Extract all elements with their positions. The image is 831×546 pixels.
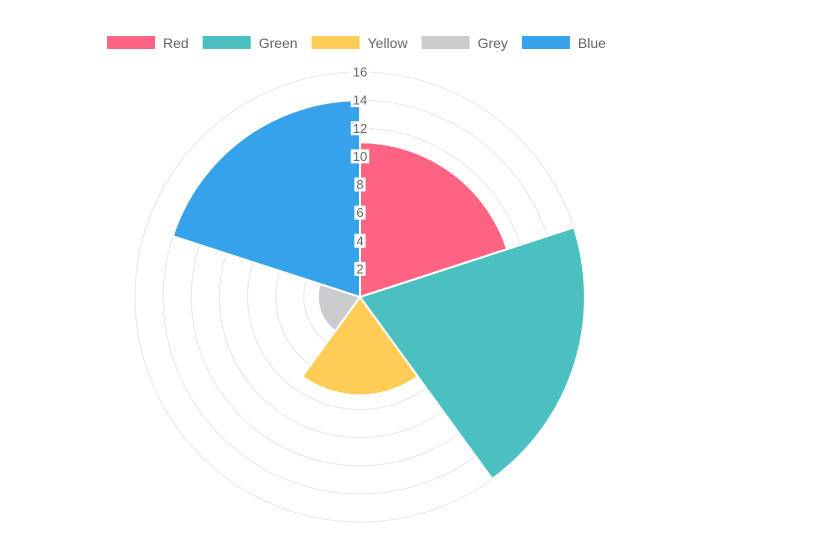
radial-tick-labels: 2 4 6 8 10 12 14 16 [350,65,370,276]
legend-label-green: Green [259,35,298,51]
slice-grey[interactable] [316,282,362,333]
slice-blue[interactable] [171,99,361,299]
svg-text:12: 12 [353,121,367,136]
svg-text:8: 8 [356,177,363,192]
legend-item-yellow[interactable]: Yellow [311,35,409,51]
legend-item-green[interactable]: Green [202,35,298,51]
tick-label-2: 2 [354,261,366,276]
tick-label-10: 10 [350,149,370,164]
legend-swatch-red [107,36,155,49]
slice-red[interactable] [359,141,509,299]
slice-green[interactable] [358,226,586,481]
slice-yellow[interactable] [300,295,420,397]
legend-swatch-yellow [311,36,360,49]
legend-item-grey[interactable]: Grey [421,35,508,51]
legend-swatch-blue [521,36,570,49]
chart-legend: Red Green Yellow Grey Blue [107,35,606,51]
svg-text:16: 16 [353,65,367,80]
legend-item-red[interactable]: Red [107,35,189,51]
tick-label-16: 16 [350,65,370,80]
tick-label-backdrop [354,177,366,192]
tick-label-backdrop [350,149,370,164]
legend-label-yellow: Yellow [368,35,409,51]
polar-slices [171,99,586,481]
tick-label-backdrop [350,65,370,79]
svg-text:4: 4 [356,233,363,248]
tick-label-8: 8 [354,177,366,192]
svg-text:10: 10 [353,149,367,164]
tick-label-4: 4 [354,233,366,248]
tick-label-6: 6 [354,205,366,220]
legend-swatch-grey [421,36,470,49]
tick-label-backdrop [350,93,370,108]
tick-label-backdrop [354,233,366,248]
tick-label-12: 12 [350,121,370,136]
legend-label-red: Red [163,35,189,51]
svg-text:2: 2 [356,261,363,276]
svg-text:6: 6 [356,205,363,220]
legend-item-blue[interactable]: Blue [521,35,606,51]
legend-label-blue: Blue [578,35,606,51]
tick-label-backdrop [350,121,370,136]
tick-label-14: 14 [350,93,370,108]
tick-label-backdrop [354,261,366,276]
tick-label-backdrop [354,205,366,220]
legend-label-grey: Grey [478,35,508,51]
legend-swatch-green [202,36,251,49]
svg-text:14: 14 [353,93,367,108]
